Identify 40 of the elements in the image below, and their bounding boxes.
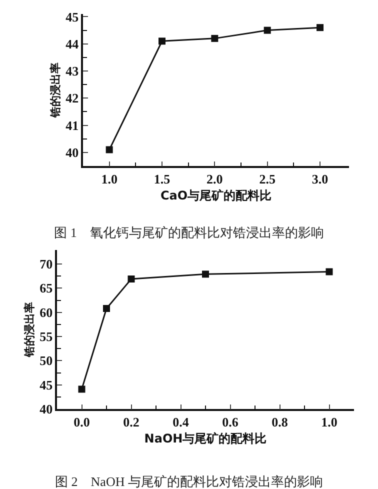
point xyxy=(158,38,166,45)
y-tick-label: 44 xyxy=(66,36,80,52)
x-tick-label: 2.0 xyxy=(206,171,223,186)
x-tick-label: 0.4 xyxy=(172,414,190,430)
point xyxy=(316,24,324,32)
y-axis-title: 锆的浸出率 xyxy=(48,62,62,118)
y-tick-label: 60 xyxy=(40,304,53,320)
point xyxy=(202,270,209,278)
x-tick-label: 0.0 xyxy=(74,414,90,430)
point xyxy=(211,34,218,42)
point xyxy=(264,26,271,34)
y-tick-label: 65 xyxy=(40,280,54,296)
x-tick-label: 3.0 xyxy=(312,171,328,186)
point xyxy=(78,386,86,393)
point xyxy=(326,268,333,276)
x-axis-title: CaO与尾矿的配料比 xyxy=(160,188,272,203)
y-tick-label: 40 xyxy=(40,402,53,417)
y-tick-label: 70 xyxy=(40,256,53,272)
y-tick-label: 45 xyxy=(40,377,54,392)
point xyxy=(128,276,135,282)
y-tick-label: 50 xyxy=(40,353,53,368)
text: 图 1 氧化钙与尾矿的配料比对锆浸出率的影响 xyxy=(54,225,324,240)
text: 图 2 NaOH 与尾矿的配料比对锆浸出率的影响 xyxy=(55,474,323,489)
x-tick-label: 0.8 xyxy=(272,414,288,430)
x-tick-label: 0.2 xyxy=(123,414,140,430)
x-tick-label: 2.5 xyxy=(259,171,276,186)
x-axis-title: NaOH与尾矿的配料比 xyxy=(144,432,267,446)
x-tick-label: 1.0 xyxy=(321,414,338,430)
point xyxy=(103,304,110,312)
y-tick-label: 41 xyxy=(66,118,79,133)
point xyxy=(106,146,113,154)
y-tick-label: 45 xyxy=(66,9,80,24)
y-tick-label: 55 xyxy=(40,329,54,344)
x-tick-label: 1.5 xyxy=(154,171,171,186)
y-tick-label: 40 xyxy=(66,144,79,160)
y-tick-label: 42 xyxy=(66,90,79,106)
y-tick-label: 43 xyxy=(66,64,80,79)
x-tick-label: 1.0 xyxy=(101,171,118,186)
x-tick-label: 0.6 xyxy=(222,414,239,430)
y-axis-title: 锆的浸出率 xyxy=(22,302,36,358)
